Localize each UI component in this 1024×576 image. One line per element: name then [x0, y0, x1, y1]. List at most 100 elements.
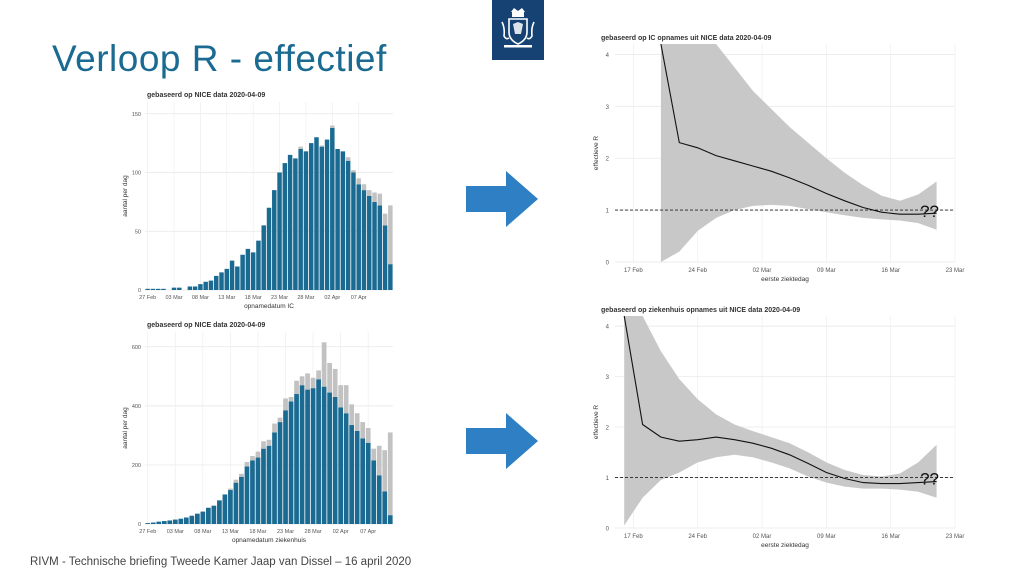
x-tick-label: 09 Mar: [817, 268, 836, 274]
bar: [376, 475, 382, 524]
bar-extra: [376, 445, 382, 476]
bar: [206, 507, 211, 524]
bar-extra: [255, 451, 261, 458]
bar-extra: [239, 473, 244, 477]
bar: [324, 139, 330, 290]
x-tick-label: 02 Apr: [324, 295, 340, 301]
rijksoverheid-coat-of-arms-icon: [501, 8, 535, 48]
bar-extra: [377, 193, 383, 206]
bar-extra: [365, 428, 371, 443]
y-axis-label: aantal per dag: [122, 175, 129, 217]
bar: [233, 482, 239, 524]
bar: [287, 154, 293, 290]
bar: [283, 410, 288, 524]
bar: [229, 260, 235, 290]
bar: [387, 515, 393, 524]
x-tick-label: 23 Mar: [271, 295, 288, 301]
bar: [293, 158, 298, 290]
y-tick-label: 150: [132, 112, 141, 118]
bar: [308, 143, 314, 290]
bar-extra: [345, 157, 351, 161]
bar-extra: [388, 205, 393, 265]
bar: [239, 476, 244, 524]
chart-r-effective-hospital: gebaseerd op ziekenhuis opnames uit NICE…: [593, 307, 965, 549]
x-tick-label: 17 Feb: [624, 268, 643, 274]
bar-extra: [349, 404, 355, 426]
bar: [321, 386, 327, 524]
series-line: [660, 43, 937, 215]
bar: [332, 396, 338, 524]
bar-extra: [387, 432, 393, 516]
bar: [245, 248, 251, 290]
bar-extra: [372, 192, 377, 202]
x-tick-label: 23 Mar: [946, 268, 965, 274]
chart-title: gebaseerd op NICE data 2020-04-09: [147, 92, 265, 99]
bar-extra: [338, 385, 343, 408]
bar-extra: [321, 342, 327, 387]
x-tick-label: 27 Feb: [139, 529, 156, 535]
x-axis-label: opnamedatum ziekenhuis: [232, 537, 307, 544]
y-tick-label: 2: [606, 426, 610, 432]
bar: [183, 517, 189, 524]
bar-extra: [332, 368, 338, 397]
bar-extra: [327, 363, 332, 393]
y-axis-label: aantal per dag: [122, 407, 129, 449]
bar: [272, 190, 277, 290]
bar-extra: [283, 398, 288, 411]
bar: [335, 149, 340, 290]
bar-extra: [356, 178, 361, 185]
x-tick-label: 17 Feb: [624, 534, 643, 540]
bar: [361, 190, 367, 290]
x-tick-label: 09 Mar: [817, 534, 836, 540]
bar: [172, 519, 178, 524]
x-tick-label: 08 Mar: [194, 529, 211, 535]
bar: [177, 287, 182, 290]
bar: [388, 264, 393, 290]
bar: [277, 172, 282, 290]
annotation-question: ??: [920, 202, 939, 221]
bar-extra: [382, 213, 388, 226]
chart-title: gebaseerd op NICE data 2020-04-09: [147, 322, 265, 329]
bar-extra: [277, 417, 283, 423]
x-tick-label: 18 Mar: [249, 529, 266, 535]
bar-extra: [305, 373, 310, 390]
y-tick-label: 400: [132, 404, 141, 410]
bar: [305, 389, 310, 524]
bar-extra: [272, 423, 277, 433]
x-tick-label: 08 Mar: [192, 295, 209, 301]
y-tick-label: 1: [606, 209, 610, 215]
x-tick-label: 23 Mar: [946, 534, 965, 540]
bar: [272, 432, 277, 524]
slide-title: Verloop R - effectief: [52, 38, 387, 79]
bar: [161, 288, 166, 290]
x-tick-label: 16 Mar: [881, 534, 900, 540]
bar: [217, 500, 222, 524]
x-tick-label: 24 Feb: [688, 268, 707, 274]
bar: [145, 523, 151, 524]
x-axis-label: eerste ziektedag: [761, 276, 809, 283]
bar-extra: [382, 450, 388, 492]
x-tick-label: 13 Mar: [218, 295, 235, 301]
bar-extra: [294, 380, 299, 395]
bar: [316, 379, 321, 524]
chart-hospital-admissions: gebaseerd op NICE data 2020-04-09 0 200 400…: [122, 322, 393, 544]
bar: [255, 457, 261, 524]
bar: [294, 394, 299, 524]
bar: [187, 286, 193, 290]
bar: [277, 422, 283, 524]
bar-extra: [343, 385, 349, 414]
bar: [371, 460, 377, 524]
bar: [356, 184, 361, 290]
bar-extra: [250, 456, 255, 461]
arrow-right-icon: [466, 413, 538, 469]
bar: [150, 288, 156, 290]
slide-footer: RIVM - Technische briefing Tweede Kamer …: [30, 556, 412, 568]
series-line: [623, 315, 937, 485]
arrow-right-icon: [466, 171, 538, 227]
bar: [382, 225, 388, 290]
bar-extra: [310, 377, 316, 389]
x-tick-label: 02 Mar: [753, 534, 772, 540]
bar: [161, 521, 167, 524]
bar-extra: [330, 125, 335, 128]
bar: [365, 442, 371, 524]
